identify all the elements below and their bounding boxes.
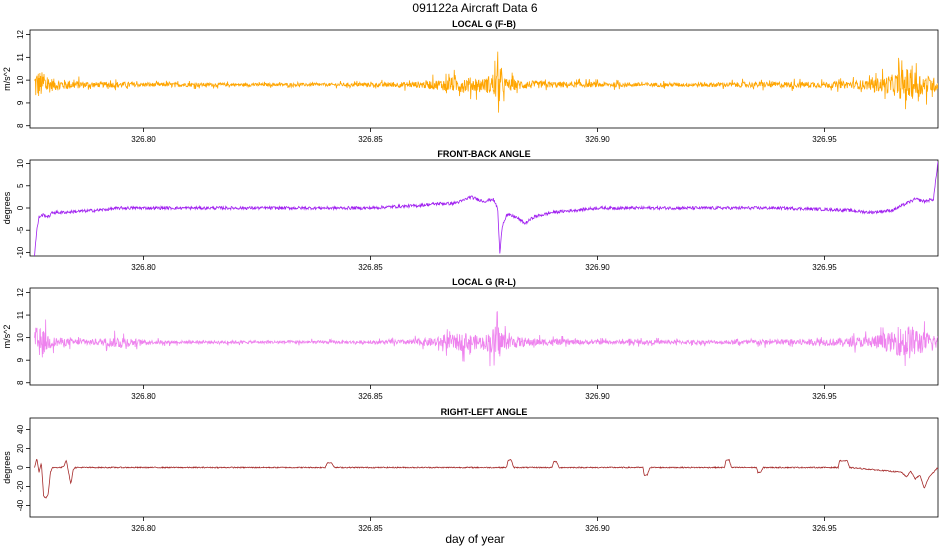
y-tick-label: -40 [16, 499, 25, 511]
y-tick-label: -10 [16, 246, 25, 258]
y-tick-label: 11 [16, 53, 25, 62]
x-tick-label: 326.80 [131, 392, 156, 401]
y-tick-label: -20 [16, 480, 25, 492]
panel-title: FRONT-BACK ANGLE [437, 149, 530, 159]
y-tick-label: -5 [16, 226, 25, 234]
y-axis-label: m/s^2 [2, 67, 12, 91]
x-tick-label: 326.90 [585, 263, 610, 272]
y-tick-label: 5 [16, 183, 25, 188]
y-tick-label: 10 [16, 159, 25, 168]
y-tick-label: 0 [16, 465, 25, 470]
x-tick-label: 326.85 [358, 263, 383, 272]
x-axis-label: day of year [445, 532, 504, 546]
y-tick-label: 8 [16, 380, 25, 385]
y-tick-label: 20 [16, 443, 25, 452]
y-tick-label: 10 [16, 75, 25, 84]
plot-frame [29, 159, 939, 257]
y-tick-label: 12 [16, 288, 25, 297]
series-line [34, 161, 938, 256]
series-line [34, 311, 938, 367]
y-tick-label: 10 [16, 333, 25, 342]
x-tick-label: 326.80 [131, 524, 156, 533]
y-axis-label: degrees [2, 451, 12, 484]
x-tick-label: 326.85 [358, 135, 383, 144]
panel-2: FRONT-BACK ANGLE degrees -10 -5 0 5 10 326.80 32… [2, 149, 939, 272]
x-tick-label: 326.85 [358, 392, 383, 401]
y-axis-label: degrees [2, 191, 12, 224]
panel-4: RIGHT-LEFT ANGLE degrees -40 -20 0 20 40 326.80… [2, 407, 939, 533]
x-tick-label: 326.95 [812, 135, 837, 144]
x-tick-label: 326.90 [585, 524, 610, 533]
y-tick-label: 8 [16, 123, 25, 128]
x-tick-label: 326.95 [812, 392, 837, 401]
panel-title: LOCAL G (R-L) [452, 277, 516, 287]
y-tick-label: 9 [16, 100, 25, 105]
series-line [34, 458, 938, 499]
x-tick-label: 326.80 [131, 263, 156, 272]
figure-title: 091122a Aircraft Data 6 [412, 1, 538, 15]
panel-title: RIGHT-LEFT ANGLE [441, 407, 528, 417]
y-tick-label: 40 [16, 424, 25, 433]
panels: LOCAL G (F-B) m/s^2 8 9 10 11 12 326.80 326.85 32… [2, 19, 939, 533]
y-tick-label: 12 [16, 30, 25, 39]
y-axis-label: m/s^2 [2, 325, 12, 349]
y-tick-label: 11 [16, 310, 25, 319]
y-tick-label: 9 [16, 357, 25, 362]
y-tick-label: 0 [16, 205, 25, 210]
panel-3: LOCAL G (R-L) m/s^2 8 9 10 11 12 326.80 326.85 32… [2, 277, 939, 401]
plot-frame [29, 287, 939, 386]
plot-frame [29, 29, 939, 129]
panel-1: LOCAL G (F-B) m/s^2 8 9 10 11 12 326.80 326.85 32… [2, 19, 939, 144]
x-tick-label: 326.95 [812, 263, 837, 272]
x-tick-label: 326.90 [585, 135, 610, 144]
x-tick-label: 326.85 [358, 524, 383, 533]
x-tick-label: 326.95 [812, 524, 837, 533]
x-tick-label: 326.90 [585, 392, 610, 401]
panel-title: LOCAL G (F-B) [452, 19, 516, 29]
series-line [34, 51, 938, 113]
x-tick-label: 326.80 [131, 135, 156, 144]
